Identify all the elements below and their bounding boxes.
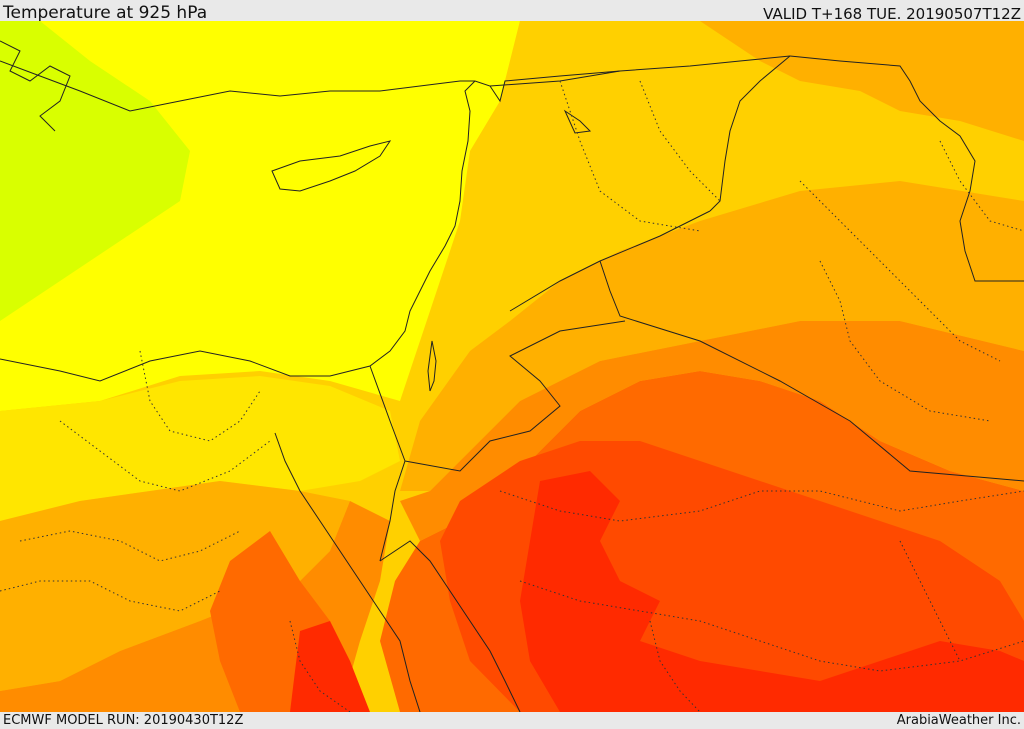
border-jordan-saudi [404,320,626,472]
credit-label: ArabiaWeather Inc. [896,713,1021,728]
border-syria-iraq [709,55,791,212]
admin-line-6 [59,420,271,492]
coastline-cyprus [271,140,392,192]
admin-line-1 [559,80,701,232]
admin-line-14 [289,620,351,712]
admin-line-8 [0,580,221,612]
admin-line-12 [649,620,701,712]
coastline-lake-van [563,109,592,134]
band-amber-central [400,181,1024,491]
admin-line-4 [499,490,1024,522]
band-green-yellow [0,21,190,321]
model-run-label: ECMWF MODEL RUN: 20190430T12Z [3,713,244,728]
band-light-yellow [0,376,400,521]
footer-bar [0,712,1024,729]
map-title: Temperature at 925 hPa [3,3,208,23]
borders [369,55,1024,482]
coastline-dead-sea [427,340,437,392]
coastline-levant [0,80,476,382]
coastline-gulf-suez [274,432,421,712]
border-egypt-israel [369,365,406,462]
header-bar [0,0,1024,21]
border-iraq-iran [789,55,1024,282]
coastline-gulf-aqaba [379,460,406,562]
border-iraq-saudi [599,260,1024,482]
coastline-aegean [0,40,71,132]
band-amber-north [700,21,1024,141]
temperature-map [0,21,1024,712]
admin-line-10 [819,260,991,422]
band-red-southwest [290,621,370,712]
temperature-bands [0,21,1024,712]
border-turkey-syria [489,55,791,87]
coastline-turkey-south [0,60,621,112]
band-red [520,471,1024,712]
coastline-red-sea-east [379,540,521,712]
band-amber-southwest [0,481,350,691]
band-gold-north [450,21,1024,351]
admin-boundaries [0,80,1024,712]
band-orange [400,321,1024,541]
coastlines [0,40,621,712]
admin-line-5 [519,580,1024,672]
valid-time: VALID T+168 TUE. 20190507T12Z [763,5,1021,23]
